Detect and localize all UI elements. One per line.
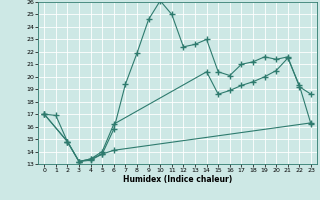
X-axis label: Humidex (Indice chaleur): Humidex (Indice chaleur) [123, 175, 232, 184]
